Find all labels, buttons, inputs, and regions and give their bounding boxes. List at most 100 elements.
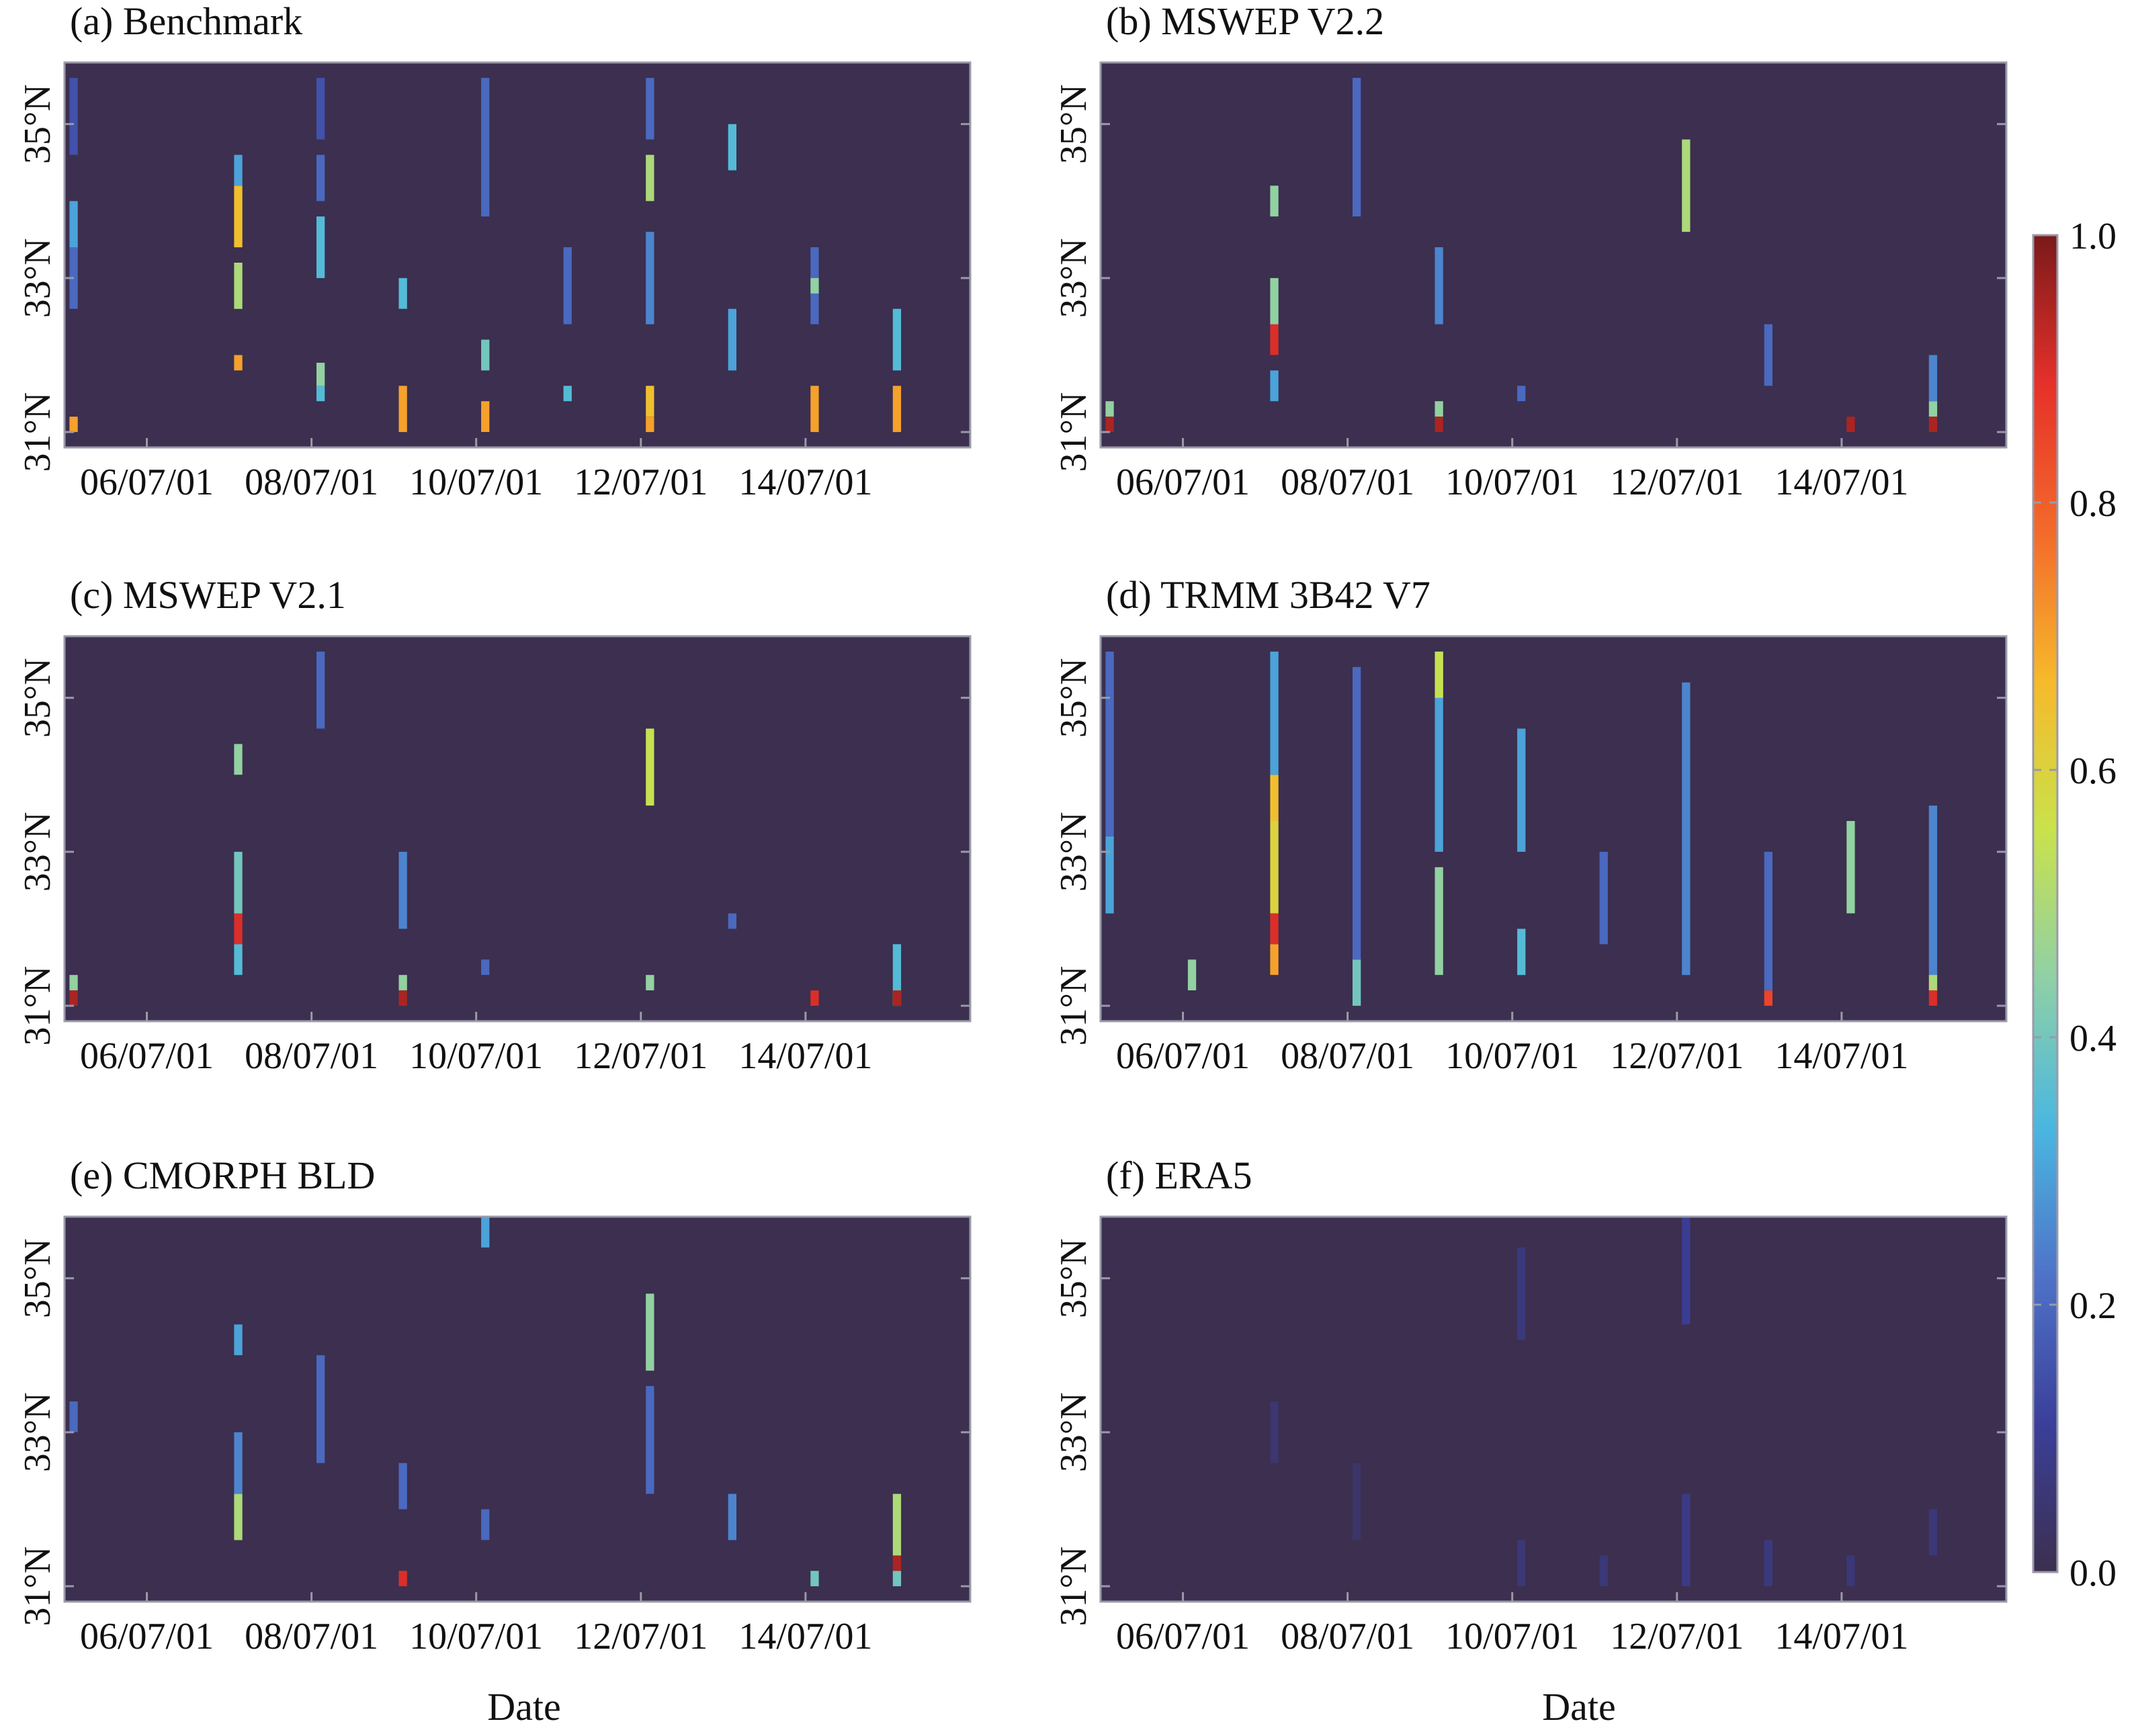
heatmap-cell	[646, 975, 654, 991]
heatmap-cell	[398, 1571, 407, 1587]
heatmap-cell	[316, 651, 325, 729]
colorbar: 0.0 0.2 0.4 0.6 0.8 1.0	[2032, 216, 2116, 1594]
heatmap-cell	[1517, 386, 1526, 402]
heatmap-cell	[234, 744, 243, 775]
heatmap-cell	[1846, 417, 1855, 433]
heatmap-cell	[69, 1401, 78, 1432]
heatmap-cell	[1928, 975, 1938, 991]
y-tick-label: 31°N	[17, 392, 58, 472]
heatmap-cell	[481, 1217, 490, 1248]
heatmap-cell	[646, 1386, 654, 1494]
heatmap-cell	[1682, 1217, 1691, 1325]
heatmap-cell	[316, 362, 325, 386]
heatmap-cell	[481, 339, 490, 371]
heatmap-cell	[398, 386, 407, 433]
panel-5: (e) CMORPH BLD 31°N 33°N 35°N 06/07/01 08/07/…	[17, 1154, 972, 1657]
plot-frame	[1099, 1215, 2008, 1603]
heatmap-cell	[69, 975, 78, 991]
heatmap-cell	[1105, 401, 1114, 417]
heatmap-cell	[892, 1493, 902, 1556]
heatmap-cell	[1928, 417, 1938, 433]
heatmap-cell	[810, 386, 819, 433]
heatmap-cell	[1517, 1540, 1526, 1587]
heatmap-cell	[1764, 324, 1772, 386]
heatmap-cell	[646, 417, 654, 433]
x-tick-label: 06/07/01	[80, 462, 214, 503]
heatmap-cell	[1599, 1555, 1608, 1586]
heatmap-cell	[398, 990, 407, 1006]
heatmap-cell	[316, 1355, 325, 1463]
x-tick-label: 12/07/01	[1610, 462, 1744, 503]
colorbar-tick-label: 0.6	[2069, 750, 2116, 792]
x-tick-label: 12/07/01	[574, 1616, 708, 1657]
y-tick-label: 35°N	[1053, 84, 1095, 164]
heatmap-cell	[1928, 806, 1938, 975]
plot-frame	[1099, 635, 2008, 1023]
heatmap-cell	[1270, 913, 1279, 945]
y-tick-label: 35°N	[17, 1238, 58, 1318]
plot-frame	[1099, 61, 2008, 449]
heatmap-cell	[1353, 666, 1361, 960]
x-tick-label: 10/07/01	[1445, 1035, 1579, 1077]
y-tick-label: 31°N	[1053, 392, 1095, 472]
heatmap-cell	[892, 944, 902, 991]
heatmap-cell	[481, 401, 490, 432]
heatmap-cell	[646, 386, 654, 417]
x-tick-label: 14/07/01	[1774, 1616, 1908, 1657]
heatmap-cell	[234, 185, 243, 248]
x-tick-label: 08/07/01	[1281, 1616, 1414, 1657]
heatmap-cell	[1928, 1509, 1938, 1556]
colorbar-tick-label: 0.2	[2069, 1285, 2116, 1327]
heatmap-cell	[810, 1571, 819, 1587]
heatmap-cell	[1270, 324, 1279, 355]
heatmap-cell	[316, 216, 325, 278]
heatmap-cell	[646, 155, 654, 202]
plot-background	[1101, 62, 2006, 447]
x-tick-label: 14/07/01	[738, 462, 872, 503]
heatmap-cell	[728, 124, 736, 171]
heatmap-cell	[316, 77, 325, 140]
colorbar-tick-label: 0.8	[2069, 483, 2116, 525]
x-tick-label: 06/07/01	[80, 1616, 214, 1657]
x-tick-label: 14/07/01	[738, 1616, 872, 1657]
heatmap-cell	[728, 913, 736, 929]
heatmap-cell	[1187, 959, 1197, 991]
heatmap-cell	[563, 386, 572, 402]
y-tick-label: 33°N	[1053, 238, 1095, 318]
heatmap-cell	[1599, 851, 1608, 945]
panel-2: (b) MSWEP V2.2 31°N 33°N 35°N 06/07/01 08/07/…	[1053, 0, 2008, 503]
heatmap-cell	[234, 355, 243, 371]
heatmap-cell	[234, 944, 243, 975]
heatmap-cell	[1435, 247, 1443, 324]
heatmap-cell	[1764, 990, 1772, 1006]
heatmap-cell	[234, 263, 243, 309]
heatmap-cell	[1435, 867, 1443, 975]
x-tick-label: 10/07/01	[409, 1035, 543, 1077]
heatmap-cell	[481, 959, 490, 975]
panel-1: (a) Benchmark 31°N 33°N 35°N 06/07/01 08/07/0…	[17, 0, 972, 503]
plot-background	[65, 1217, 970, 1602]
heatmap-cell	[810, 990, 819, 1006]
heatmap-cell	[398, 277, 407, 309]
y-tick-label: 33°N	[17, 1392, 58, 1472]
heatmap-cell	[1270, 1401, 1279, 1463]
plot-frame	[63, 61, 972, 449]
heatmap-cell	[1270, 277, 1279, 324]
heatmap-cell	[1682, 1493, 1691, 1587]
plot-frame	[63, 635, 972, 1023]
plot-background	[1101, 1217, 2006, 1602]
heatmap-cell	[69, 990, 78, 1006]
heatmap-cell	[1846, 1555, 1855, 1586]
panel-title: (d) TRMM 3B42 V7	[1106, 573, 1430, 617]
heatmap-cell	[810, 277, 819, 294]
y-tick-label: 35°N	[17, 84, 58, 164]
y-tick-label: 33°N	[1053, 812, 1095, 892]
panel-title: (e) CMORPH BLD	[70, 1154, 375, 1197]
heatmap-cell	[234, 1493, 243, 1540]
x-tick-label: 08/07/01	[245, 462, 378, 503]
panel-title: (c) MSWEP V2.1	[70, 573, 346, 617]
x-tick-label: 10/07/01	[1445, 462, 1579, 503]
heatmap-cell	[646, 77, 654, 140]
x-tick-label: 14/07/01	[1774, 462, 1908, 503]
heatmap-cell	[398, 975, 407, 991]
